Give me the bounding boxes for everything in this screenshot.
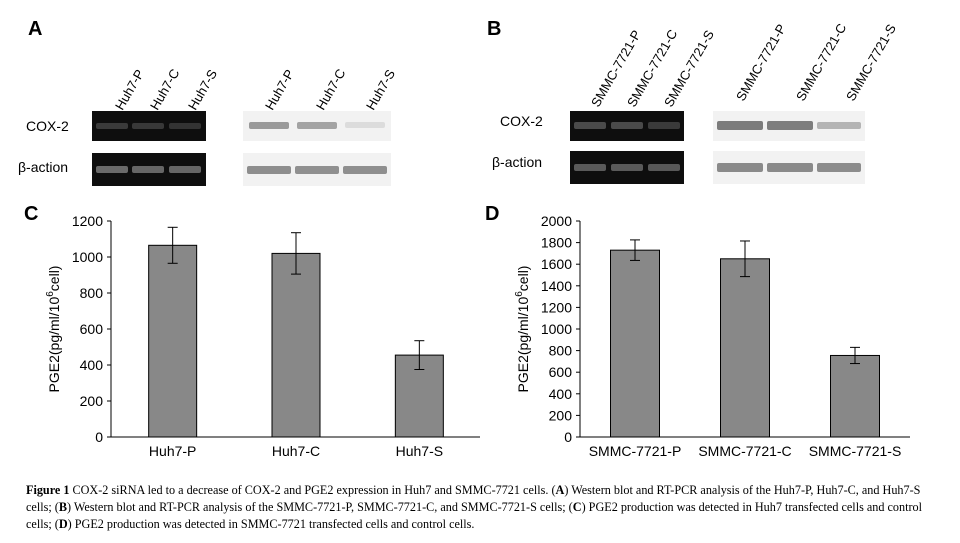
panel-d-letter: D	[485, 203, 500, 225]
x-tick-label: Huh7-C	[272, 443, 320, 459]
blot-band	[345, 122, 385, 128]
panel-b-western-cox2-blot	[713, 111, 865, 141]
panel-b-letter: B	[487, 18, 502, 40]
y-tick-label: 1800	[541, 235, 572, 251]
bar	[148, 244, 198, 438]
blot-band	[249, 122, 289, 129]
panel-a-rt-lane-label: Huh7-S	[185, 66, 221, 113]
y-tick-label: 1000	[72, 249, 103, 265]
panel-a-row-label-beta: β-action	[18, 159, 69, 175]
y-tick-label: 1000	[541, 321, 572, 337]
panel-b-rtpcr-cox2-gel	[570, 111, 684, 141]
y-tick-label: 1400	[541, 278, 572, 294]
caption-text: COX-2 siRNA led to a decrease of COX-2 a…	[69, 483, 556, 497]
panel-b-wb-lane-label: SMMC-7721-C	[793, 20, 850, 104]
y-tick-label: 800	[80, 285, 104, 301]
x-tick-label: SMMC-7721-P	[589, 443, 682, 459]
x-tick-label: SMMC-7721-S	[809, 443, 902, 459]
panel-a-wb-lane-label: Huh7-P	[262, 66, 298, 113]
blot-band	[295, 166, 339, 174]
y-tick-label: 1600	[541, 256, 572, 272]
gel-band	[574, 122, 606, 129]
caption-ref-b: B	[58, 500, 67, 514]
caption-text: ) PGE2 production was detected in SMMC-7…	[67, 517, 475, 531]
panel-c-bar-chart: 0 200 400 600 800 1000 1200 PGE2(pg/ml/106cell)…	[45, 213, 480, 459]
panel-d-bar-chart: 0 200 400 600 800 1000 1200 1400 1600 1800 2000 PGE…	[514, 213, 910, 459]
panel-a-rtpcr-beta-gel	[92, 153, 206, 186]
blot-band	[247, 166, 291, 174]
gel-band	[611, 122, 643, 129]
gel-band	[96, 166, 128, 173]
y-axis-label: PGE2(pg/ml/106cell)	[514, 266, 531, 393]
panel-a-wb-lane-label: Huh7-S	[363, 66, 399, 113]
panel-b-rtpcr-beta-gel	[570, 151, 684, 184]
blot-band	[297, 122, 337, 129]
panel-a-western-beta-blot	[243, 153, 391, 186]
gel-band	[132, 166, 164, 173]
panel-b-wb-lane-label: SMMC-7721-S	[843, 21, 899, 104]
y-tick-label: 1200	[541, 299, 572, 315]
gel-band	[574, 164, 606, 171]
panel-a-rtpcr-cox2-gel	[92, 111, 206, 141]
bar	[720, 258, 770, 438]
caption-ref-a: A	[555, 483, 565, 497]
gel-band	[648, 164, 680, 171]
panel-c-letter: C	[24, 203, 39, 225]
panel-a-row-label-cox2: COX-2	[26, 118, 69, 134]
gel-band	[611, 164, 643, 171]
y-tick-label: 1200	[72, 213, 103, 229]
y-tick-label: 0	[564, 429, 572, 445]
panel-b-row-label-cox2: COX-2	[500, 113, 543, 129]
panel-a-rt-lane-label: Huh7-C	[147, 66, 183, 113]
blot-band	[717, 163, 763, 172]
gel-band	[169, 166, 201, 173]
blot-band	[767, 121, 813, 130]
caption-ref-d: D	[58, 517, 68, 531]
caption-text: ) Western blot and RT-PCR analysis of th…	[26, 483, 921, 514]
caption-figure-label: Figure 1	[26, 483, 70, 497]
y-tick-label: 600	[80, 321, 104, 337]
bar	[830, 354, 880, 438]
panel-b-western-beta-blot	[713, 151, 865, 184]
blot-band	[717, 121, 763, 130]
panel-a-wb-lane-label: Huh7-C	[313, 66, 349, 113]
y-tick-label: 400	[80, 357, 104, 373]
gel-band	[169, 123, 201, 129]
y-tick-label: 200	[80, 393, 104, 409]
blot-band	[817, 163, 861, 172]
panel-a-rt-lane-label: Huh7-P	[112, 66, 148, 113]
y-tick-label: 200	[549, 407, 573, 423]
caption-ref-c: C	[572, 500, 582, 514]
panel-a-western-cox2-blot	[243, 111, 391, 141]
caption-text: ) PGE2 production was detected in Huh7 t…	[26, 500, 923, 531]
x-tick-label: Huh7-S	[396, 443, 443, 459]
panel-a-letter: A	[28, 18, 43, 40]
gel-band	[648, 122, 680, 129]
y-tick-label: 800	[549, 343, 573, 359]
blot-band	[817, 122, 861, 129]
y-tick-label: 2000	[541, 213, 572, 229]
x-tick-label: Huh7-P	[149, 443, 196, 459]
bar	[271, 252, 321, 438]
y-axis-label: PGE2(pg/ml/106cell)	[45, 266, 62, 393]
gel-band	[132, 123, 164, 129]
figure-caption: Figure 1 COX-2 siRNA led to a decrease o…	[26, 482, 936, 533]
y-tick-label: 600	[549, 364, 573, 380]
caption-text: ) Western blot and RT-PCR analysis of th…	[66, 500, 573, 514]
y-tick-label: 0	[95, 429, 103, 445]
x-tick-label: SMMC-7721-C	[698, 443, 791, 459]
bar	[610, 249, 660, 438]
gel-band	[96, 123, 128, 129]
panel-b-wb-lane-label: SMMC-7721-P	[733, 21, 789, 104]
panel-b-row-label-beta: β-action	[492, 154, 543, 170]
blot-band	[767, 163, 813, 172]
blot-band	[343, 166, 387, 174]
y-tick-label: 400	[549, 386, 573, 402]
